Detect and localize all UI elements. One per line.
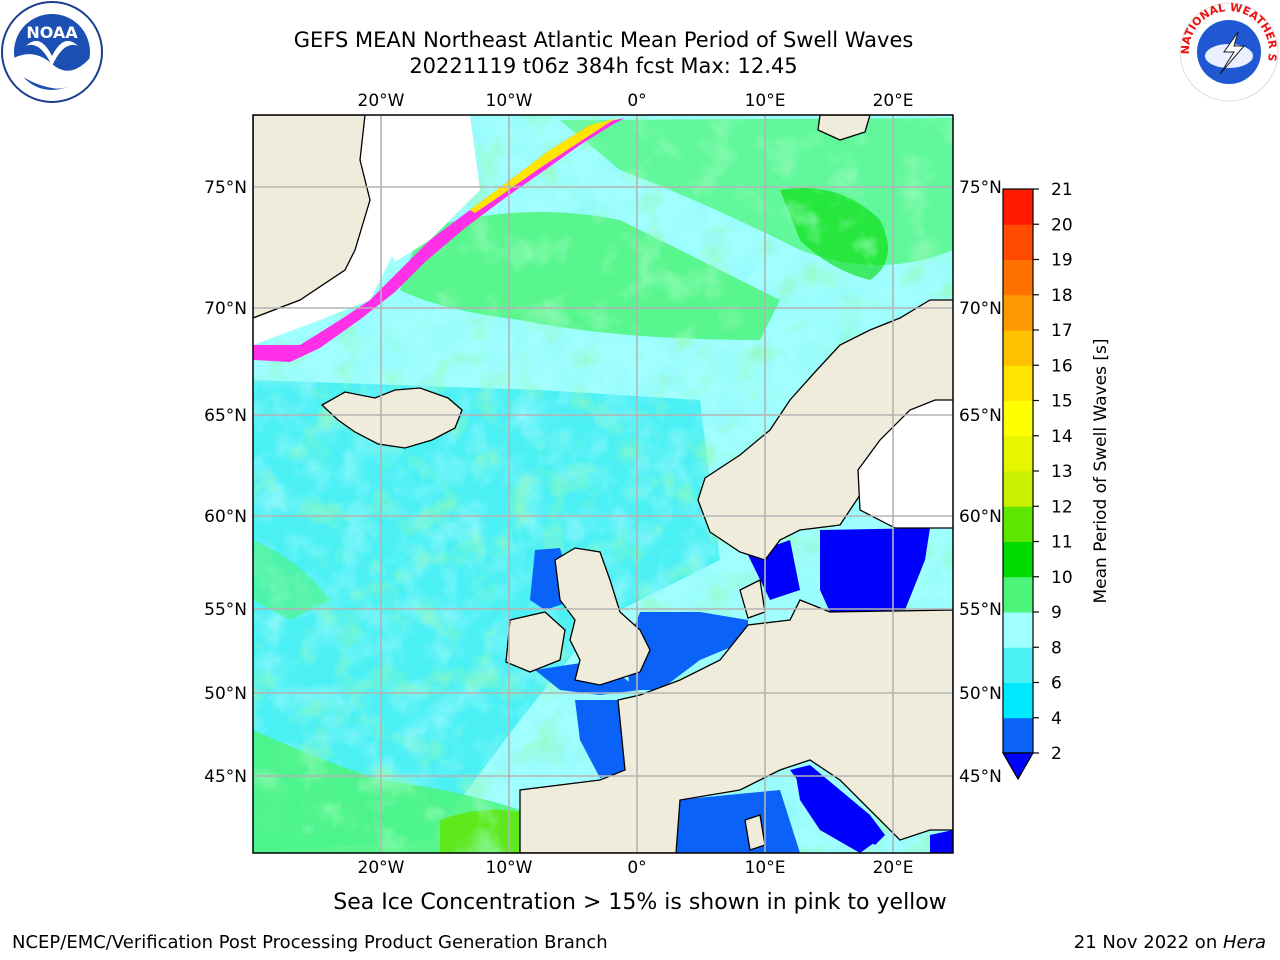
colorbar-tick-label: 15 [1051,392,1073,412]
nws-logo: NATIONAL WEATHER SERVICE [1178,0,1279,102]
lon-label-bottom: 10°W [486,858,533,878]
graticule [253,115,953,853]
colorbar-segment [1003,506,1033,542]
lon-label-top: 20°W [358,91,405,111]
colorbar-segment [1003,612,1033,648]
lat-label-left: 65°N [204,406,247,426]
colorbar-segment [1003,294,1033,331]
sea-ice-pink [253,118,625,362]
lon-label-top: 10°W [486,91,533,111]
colorbar-under-arrow [1001,752,1035,781]
lat-label-right: 75°N [959,178,1002,198]
latitude-labels-right: 75°N 70°N 65°N 60°N 55°N 50°N 45°N [959,178,1002,787]
colorbar: 2 4 6 8 9 10 11 12 13 14 15 16 17 18 19 20 21 [1001,180,1073,781]
colorbar-segment [1003,471,1033,507]
colorbar-tick-label: 16 [1051,356,1073,376]
land-continental-europe [519,599,953,853]
latitude-labels-left: 75°N 70°N 65°N 60°N 55°N 50°N 45°N [204,178,247,787]
colorbar-tick-label: 9 [1051,603,1062,623]
colorbar-segment [1003,189,1033,225]
land-great-britain [554,547,651,686]
lon-label-top: 10°E [745,91,786,111]
colorbar-segment [1003,576,1033,613]
lat-label-left: 55°N [204,600,247,620]
footer-date: 21 Nov 2022 on Hera [1074,932,1266,953]
colorbar-tick-label: 4 [1051,709,1062,729]
colorbar-tick-label: 14 [1051,427,1073,447]
lat-label-right: 55°N [959,600,1002,620]
colorbar-tick-label: 8 [1051,638,1062,658]
lon-label-top: 0° [627,91,646,111]
colorbar-tick-label: 20 [1051,215,1073,235]
land [253,115,953,853]
land-greenland [253,115,371,319]
colorbar-segment [1003,330,1033,366]
colorbar-tick-label: 6 [1051,674,1062,694]
blue-area-aegean [930,830,953,853]
blue-area-english-channel [625,612,748,690]
lat-label-left: 60°N [204,507,247,527]
colorbar-tick-label: 21 [1051,180,1073,200]
colorbar-tick-label: 10 [1051,568,1073,588]
colorbar-label: Mean Period of Swell Waves [s] [1091,339,1111,604]
lon-label-bottom: 0° [627,858,646,878]
colorbar-segment [1003,259,1033,296]
lat-label-right: 70°N [959,299,1002,319]
lat-label-left: 45°N [204,767,247,787]
footer-credit: NCEP/EMC/Verification Post Processing Pr… [12,932,608,953]
gulf-of-bothnia-white [857,399,953,529]
footer-date-text: 21 Nov 2022 on [1073,932,1223,953]
lon-label-bottom: 10°E [745,858,786,878]
colorbar-segment [1003,435,1033,472]
colorbar-tick-label: 18 [1051,286,1073,306]
lat-label-left: 75°N [204,178,247,198]
lon-label-bottom: 20°W [358,858,405,878]
colorbar-tick-label: 13 [1051,462,1073,482]
land-iceland [320,387,463,449]
noaa-logo: NOAA [1,1,103,103]
colorbar-segment [1003,647,1033,683]
chart-subtitle: 20221119 t06z 384h fcst Max: 12.45 [409,54,798,78]
colorbar-segment [1003,682,1033,719]
colorbar-tick-label: 12 [1051,497,1073,517]
land-svalbard [817,115,871,141]
noaa-logo-text: NOAA [26,23,78,42]
caption: Sea Ice Concentration > 15% is shown in … [333,890,947,915]
longitude-labels-bottom: 20°W 10°W 0° 10°E 20°E [358,858,914,878]
colorbar-segment [1003,224,1033,260]
lon-label-top: 20°E [873,91,914,111]
map-fields [253,115,953,853]
lat-label-left: 70°N [204,299,247,319]
lat-label-right: 45°N [959,767,1002,787]
land-ireland [505,611,566,673]
lat-label-right: 65°N [959,406,1002,426]
colorbar-segment [1003,541,1033,578]
adriatic-overlay [790,765,885,845]
blue-area-western-med [676,790,800,853]
colorbar-tick-label: 19 [1051,251,1073,271]
lat-label-right: 50°N [959,684,1002,704]
blue-area-baltic-sea [820,528,930,612]
colorbar-segment [1003,365,1033,401]
longitude-labels-top: 20°W 10°W 0° 10°E 20°E [358,91,914,111]
lon-label-bottom: 20°E [873,858,914,878]
chart-title: GEFS MEAN Northeast Atlantic Mean Period… [293,28,914,52]
ice-no-data-white [380,115,480,262]
footer-host: Hera [1222,932,1266,953]
colorbar-segment [1003,717,1033,754]
colorbar-tick-label: 11 [1051,533,1073,553]
colorbar-segment [1003,400,1033,437]
sea-ice-yellow [470,118,618,213]
lat-label-left: 50°N [204,684,247,704]
colorbar-tick-label: 2 [1051,744,1062,764]
colorbar-tick-label: 17 [1051,321,1073,341]
blue-area-bay-of-biscay [575,700,628,778]
map-frame [252,114,954,854]
lat-label-right: 60°N [959,507,1002,527]
